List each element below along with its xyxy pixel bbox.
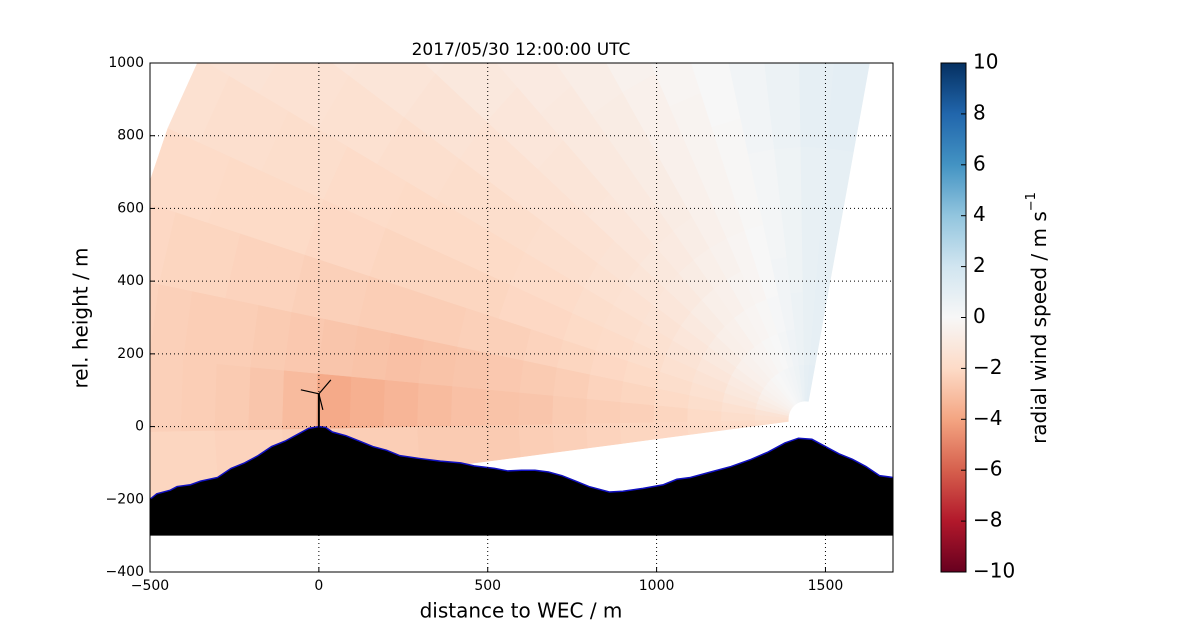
scan-cell (517, 423, 555, 458)
scan-cell (258, 63, 317, 112)
scan-cell (654, 63, 702, 107)
y-axis-label: rel. height / m (69, 247, 93, 388)
scan-cell (450, 425, 487, 467)
x-tick-label: 0 (314, 578, 323, 594)
scan-cell (555, 63, 603, 86)
terrain-fill (150, 426, 893, 536)
scan-cell (416, 382, 453, 427)
colorbar-label-exponent: −1 (1024, 192, 1039, 211)
scan-cell (484, 424, 521, 462)
scan-cell (764, 63, 800, 77)
colorbar-tick-label: 8 (973, 100, 986, 124)
scan-cell (829, 74, 867, 117)
terrain-outline (150, 425, 893, 500)
scan-cell (517, 392, 554, 425)
colorbar-tick-label: −6 (973, 457, 1002, 481)
y-tick-label: 0 (135, 419, 144, 435)
scan-cell (350, 325, 392, 380)
y-tick-label: 200 (117, 346, 144, 362)
scan-cell (150, 203, 176, 285)
y-tick-label: 600 (117, 200, 144, 216)
colorbar-label-text: radial wind speed / m s (1027, 211, 1051, 444)
colorbar-tick-label: 2 (973, 253, 986, 277)
scan-cell (832, 63, 870, 81)
scan-cell (247, 366, 284, 431)
x-tick-label: −500 (131, 578, 169, 594)
colorbar-tick-label: 6 (973, 151, 986, 175)
x-tick-label: 1000 (639, 578, 675, 594)
y-tick-label: −200 (106, 491, 144, 507)
scan-cell (606, 63, 656, 93)
turbine-blade (318, 379, 332, 395)
scan-cell (376, 63, 436, 118)
x-tick-label: 1500 (808, 578, 844, 594)
y-tick-label: 800 (117, 128, 144, 144)
scan-cell (778, 182, 803, 222)
colorbar-tick-label: 0 (973, 304, 986, 328)
scan-cell (180, 360, 217, 432)
scan-cell (228, 63, 277, 94)
colorbar-axis: −10 −8 −6 −4 −2 0 2 4 6 8 10 (961, 50, 1015, 583)
plot-frame (149, 62, 894, 573)
scan-cell (619, 401, 655, 424)
scan-cell (382, 379, 419, 428)
scan-cell (418, 339, 458, 387)
colorbar-tick-label: −4 (973, 406, 1002, 430)
scan-cell (150, 281, 159, 353)
scan-cell (150, 357, 184, 432)
x-axis-label: distance to WEC / m (420, 599, 623, 623)
scan-cell (516, 63, 572, 114)
scan-cell (384, 332, 425, 384)
scan-cell (799, 73, 834, 112)
scan-cell (214, 363, 251, 431)
scan-cell (551, 423, 588, 453)
scan-cell (424, 63, 446, 74)
turbine-blade (300, 389, 319, 395)
scan-cell (348, 63, 401, 97)
scan-cell (484, 388, 520, 426)
scan-cell (799, 63, 835, 76)
scan-cell (167, 63, 230, 143)
scan-cell (349, 376, 385, 429)
scan-cell (801, 219, 822, 257)
scan-cell (551, 395, 587, 425)
x-tick-label: 500 (474, 578, 501, 594)
scan-cell (690, 63, 734, 94)
y-tick-label: 1000 (108, 55, 144, 71)
scan-cell (281, 369, 318, 430)
scan-cell (774, 146, 802, 185)
turbine-blade (318, 393, 324, 410)
scan-cell (728, 63, 767, 84)
colorbar-tick-label: −10 (973, 559, 1015, 583)
colorbar-label: radial wind speed / m s−1 (1024, 192, 1051, 444)
axes: −500 0 500 1000 1500 −400 −200 0 200 400 600 800 100… (106, 55, 844, 594)
scan-cell (585, 398, 621, 424)
scan-cell (765, 73, 801, 113)
colorbar-tick-label: −2 (973, 355, 1002, 379)
y-tick-label: 400 (117, 273, 144, 289)
colorbar-tick-label: 4 (973, 202, 986, 226)
scan-cell (801, 182, 825, 221)
scan-cell (496, 63, 545, 88)
plot-area (150, 63, 893, 536)
scan-cell (207, 63, 237, 76)
colorbar-tick-label: −8 (973, 508, 1002, 532)
colorbar-tick-label: 10 (973, 50, 998, 74)
scan-cell (435, 63, 493, 98)
scan-cell (460, 63, 518, 122)
scan-cell (450, 385, 486, 427)
scan-cell (332, 63, 358, 76)
scan-cell (571, 63, 623, 115)
y-tick-label: −400 (106, 564, 144, 580)
scan-cell (451, 346, 491, 390)
chart-title: 2017/05/30 12:00:00 UTC (412, 40, 631, 60)
scan-cell (800, 146, 828, 185)
scan-cell (769, 110, 802, 149)
